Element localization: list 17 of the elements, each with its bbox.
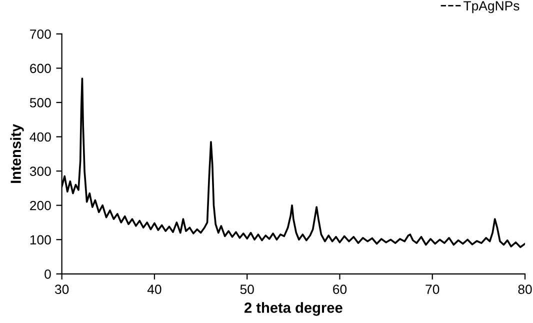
x-axis-title: 2 theta degree <box>244 302 342 316</box>
x-tick-label: 30 <box>54 284 69 294</box>
x-tick-label: 40 <box>147 284 162 294</box>
x-tick-label: 50 <box>240 284 254 294</box>
y-tick-label: 400 <box>30 132 51 142</box>
y-tick-label: 600 <box>30 64 51 74</box>
x-tick-label: 80 <box>518 284 532 294</box>
y-tick-label: 700 <box>30 29 51 39</box>
x-tick-label: 60 <box>333 284 347 294</box>
y-tick-label: 100 <box>30 235 51 245</box>
legend-label: TpAgNPs <box>464 1 520 14</box>
y-axis-title: Intensity <box>10 124 24 183</box>
y-tick-label: 0 <box>44 269 51 279</box>
x-tick-label: 70 <box>426 284 440 294</box>
y-tick-label: 200 <box>30 200 51 210</box>
y-tick-label: 500 <box>30 98 51 108</box>
y-tick-label: 300 <box>30 166 51 176</box>
